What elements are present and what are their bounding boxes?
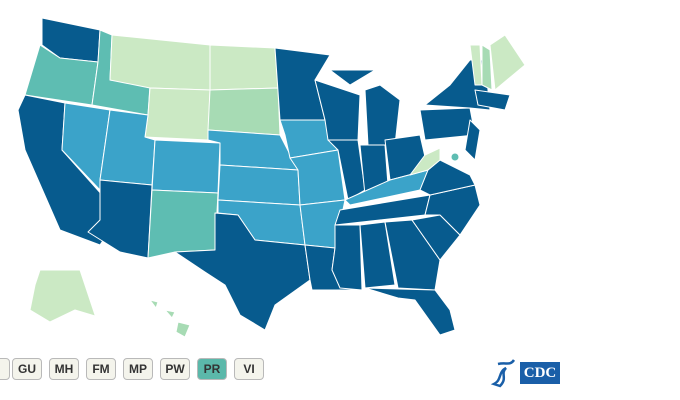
state[interactable] — [464, 119, 481, 161]
state[interactable] — [419, 107, 476, 141]
state[interactable] — [109, 34, 211, 91]
state[interactable] — [481, 44, 493, 91]
state[interactable] — [489, 34, 526, 91]
territory-button[interactable]: VI — [234, 358, 264, 380]
state[interactable] — [151, 139, 221, 194]
state[interactable] — [175, 321, 191, 338]
district[interactable] — [450, 152, 460, 162]
state[interactable] — [207, 129, 299, 171]
state[interactable] — [217, 164, 301, 206]
state[interactable] — [144, 87, 211, 141]
state[interactable] — [174, 212, 311, 331]
territory-button[interactable]: MH — [49, 358, 79, 380]
state[interactable] — [384, 219, 441, 291]
hhs-logo — [490, 359, 516, 388]
state[interactable] — [329, 69, 376, 86]
state[interactable] — [409, 147, 441, 176]
state[interactable] — [149, 299, 159, 309]
territory-button[interactable]: GU — [12, 358, 42, 380]
state[interactable] — [147, 189, 219, 259]
state[interactable] — [209, 44, 279, 91]
state[interactable] — [364, 84, 401, 146]
territory-button[interactable]: MP — [123, 358, 153, 380]
territory-button[interactable] — [0, 358, 10, 380]
territory-button[interactable]: PR — [197, 358, 227, 380]
territory-button[interactable]: FM — [86, 358, 116, 380]
cdc-logo: CDC — [520, 362, 560, 384]
state[interactable] — [364, 287, 456, 336]
state[interactable] — [474, 89, 511, 111]
state[interactable] — [207, 87, 281, 136]
territory-button[interactable]: PW — [160, 358, 190, 380]
state[interactable] — [359, 221, 396, 289]
state[interactable] — [99, 109, 156, 186]
state[interactable] — [29, 269, 116, 323]
state[interactable] — [331, 224, 363, 291]
state[interactable] — [164, 309, 176, 319]
